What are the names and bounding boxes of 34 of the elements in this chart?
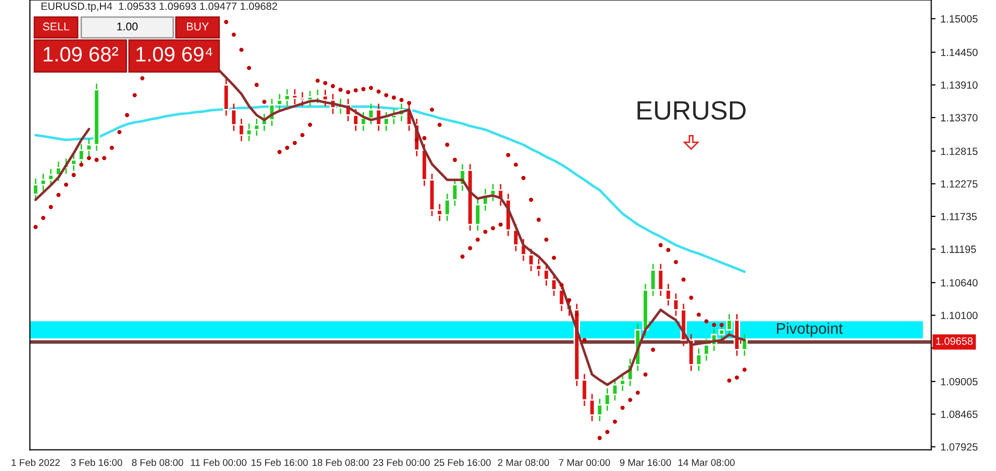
x-tick-label: 7 Mar 00:00 (558, 459, 610, 466)
annotation: 1.00 (117, 22, 138, 30)
y-tick-label: 1.13910 (941, 81, 978, 89)
y-tick-label: 1.08465 (941, 410, 978, 418)
y-tick-label: 1.10640 (941, 279, 978, 286)
annotation: BUY (187, 22, 209, 30)
y-tick-label: 1.12815 (941, 148, 978, 155)
x-tick-label: 11 Feb 00:00 (190, 458, 246, 466)
band-label: Pivotpoint (777, 322, 843, 337)
y-tick-label: 1.11195 (941, 246, 976, 253)
y-tick-label: 1.14450 (941, 48, 978, 56)
x-tick-label: 8 Feb 08:00 (132, 458, 184, 466)
chart-title: EURUSD.tp,H4 1.09533 1.09693 1.09477 1.09682 (42, 2, 278, 12)
x-tick-label: 3 Feb 16:00 (71, 458, 122, 466)
annotation: SELL (42, 22, 70, 30)
x-tick-label: 18 Feb 08:00 (312, 458, 369, 466)
y-tick-label: 1.13370 (941, 114, 978, 122)
y-tick-label: 1.11735 (941, 212, 977, 220)
y-tick-label: 1.07925 (941, 443, 978, 451)
y-tick-label: 1.15005 (941, 15, 978, 23)
annotation: 1.09 68² (44, 46, 118, 62)
x-tick-label: 14 Mar 08:00 (678, 459, 735, 466)
x-tick-label: 23 Feb 00:00 (373, 458, 430, 466)
ref-line-label: 1.09658 (936, 337, 973, 345)
x-tick-label: 25 Feb 16:00 (434, 458, 491, 466)
y-tick-label: 1.10100 (941, 312, 978, 320)
x-tick-label: 9 Mar 16:00 (620, 459, 671, 466)
y-tick-label: 1.09005 (941, 378, 978, 386)
y-tick-label: 1.12275 (941, 180, 978, 188)
annotation: EURUSD (638, 101, 746, 120)
x-tick-label: 15 Feb 16:00 (252, 458, 308, 466)
x-tick-label: 2 Mar 08:00 (498, 459, 550, 466)
annotation: 1.09 69⁴ (136, 46, 212, 62)
x-tick-label: 1 Feb 2022 (12, 458, 60, 466)
